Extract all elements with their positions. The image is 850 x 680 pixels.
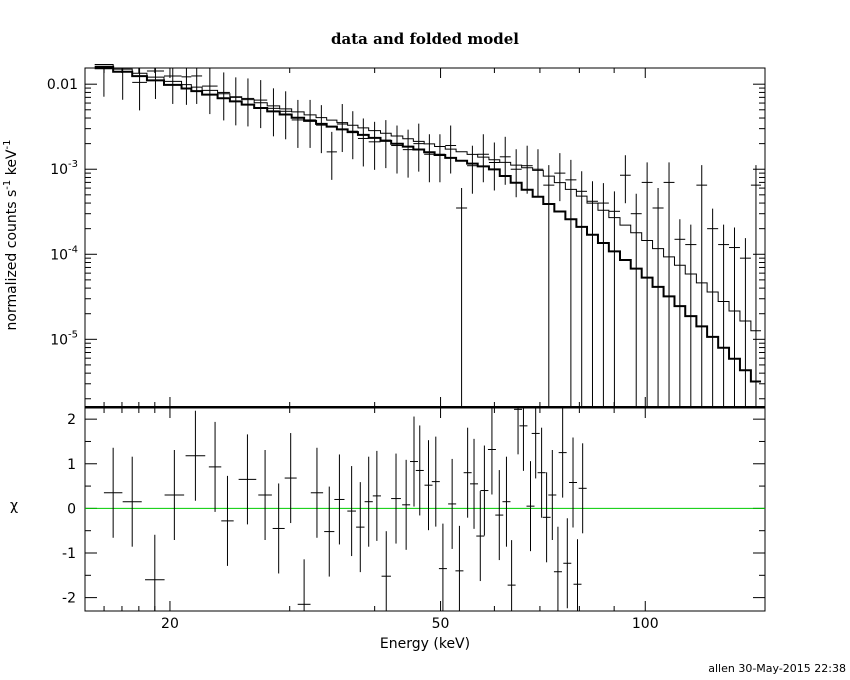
y-tick-exponent: -4: [68, 244, 78, 255]
residual-y-tick-label: 1: [67, 457, 76, 473]
model-step-line-thin: [94, 64, 762, 332]
y-tick-label: 0.01: [47, 77, 78, 93]
residual-y-tick-label: 2: [67, 412, 76, 428]
y-tick-exponent: -5: [68, 329, 78, 340]
x-tick-label: 50: [432, 616, 450, 632]
top-frame: [84, 67, 766, 408]
x-axis-label: Energy (keV): [380, 636, 470, 652]
y-tick-label: 10-5: [50, 329, 78, 348]
bottom-frame: [84, 407, 766, 612]
y-tick-label: 10-3: [50, 159, 78, 178]
residual-y-tick-label: -1: [62, 546, 76, 562]
y-axis-label-part: keV: [4, 149, 20, 180]
timestamp-stamp: allen 30-May-2015 22:38: [708, 662, 846, 675]
model-step-line: [94, 65, 762, 383]
residual-y-axis-label: χ: [10, 498, 18, 514]
y-axis-label: normalized counts s-1 keV-1: [2, 140, 20, 331]
x-tick-label: 100: [632, 616, 659, 632]
residual-y-tick-label: -2: [62, 591, 76, 607]
chart-title: data and folded model: [331, 30, 519, 48]
residual-panel: 20 50 100 2 1 0 -1 -2: [62, 407, 766, 632]
y-tick-exponent: -3: [68, 159, 78, 170]
x-tick-label: 20: [161, 616, 179, 632]
y-axis-label-part: -1: [2, 140, 13, 150]
y-tick-label: 10-4: [50, 244, 78, 263]
residual-y-tick-label: 0: [67, 501, 76, 517]
y-axis-label-part: normalized counts s: [4, 190, 20, 331]
y-axis-label-part: -1: [2, 180, 13, 190]
